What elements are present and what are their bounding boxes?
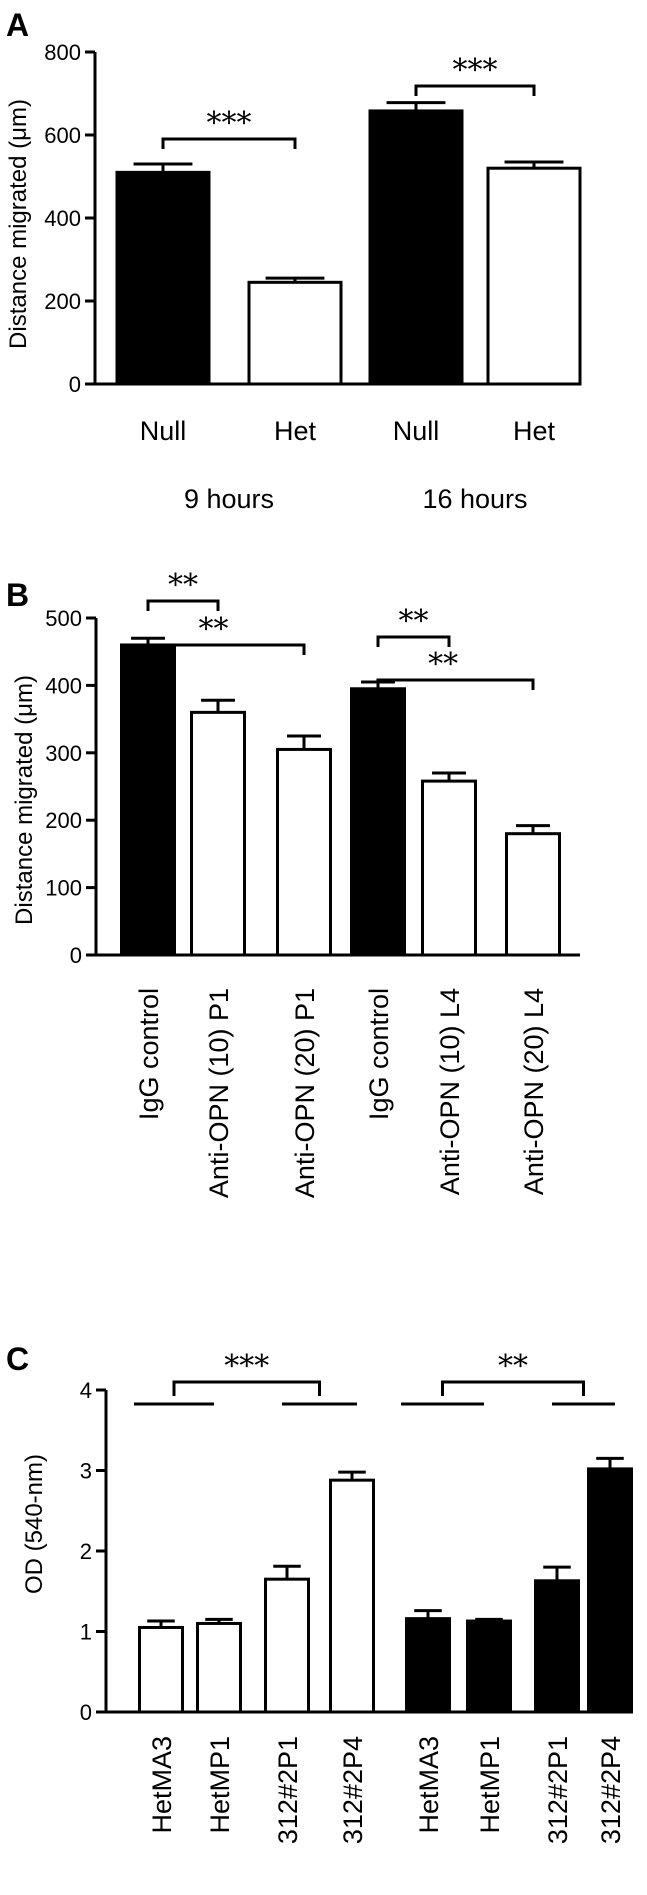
panel-b-y-axis-label: Distance migrated (μm) <box>11 675 38 925</box>
panel-c-significance-label-0: *** <box>224 1349 269 1384</box>
panel-c-bar-1 <box>196 1621 242 1714</box>
panel-b-y-tick-label-3: 300 <box>45 741 82 766</box>
panel-b-category-label-2: Anti-OPN (20) P1 <box>290 988 320 1198</box>
panel-b-category-label-0: IgG control <box>134 988 164 1120</box>
panel-a: A Distance migrated (μm) 0 200 400 600 800 Nu… <box>5 7 582 514</box>
panel-b-category-label-4: Anti-OPN (10) L4 <box>435 988 465 1195</box>
panel-b-bar-5 <box>505 832 561 957</box>
panel-b: B Distance migrated (μm) 0 100 200 300 400 50… <box>6 568 580 1198</box>
panel-a-significance-bracket-1 <box>414 84 536 96</box>
panel-c-bar-6 <box>534 1579 580 1714</box>
panel-b-bar-4 <box>421 779 477 957</box>
panel-b-significance-bracket-2 <box>376 635 451 647</box>
panel-a-significance-label-0: *** <box>207 106 252 141</box>
panel-c-category-label-3: 312#2P4 <box>338 1736 368 1844</box>
panel-letter-b: B <box>6 577 29 613</box>
panel-c: C OD (540-nm) 0 1 2 3 4 HetMA3 HetMP1 312#2P1 31… <box>6 1341 633 1844</box>
panel-c-category-label-1: HetMP1 <box>205 1736 235 1834</box>
panel-b-bar-2 <box>276 747 332 957</box>
panel-a-category-label-1: Het <box>274 416 317 446</box>
panel-a-significance-bracket-0 <box>161 137 297 149</box>
panel-c-y-tick-label-3: 3 <box>80 1459 92 1484</box>
panel-c-bar-0 <box>138 1625 184 1714</box>
panel-c-bar-7 <box>587 1467 633 1714</box>
panel-b-bar-3 <box>350 687 406 957</box>
panel-a-y-axis-label: Distance migrated (μm) <box>5 99 32 349</box>
panel-c-y-tick-label-4: 4 <box>80 1378 92 1403</box>
panel-a-bar-0 <box>115 170 211 386</box>
panel-a-bar-1 <box>247 280 343 386</box>
panel-b-y-tick-label-4: 400 <box>45 673 82 698</box>
panel-a-bar-2 <box>368 109 464 386</box>
panel-c-category-label-0: HetMA3 <box>147 1736 177 1834</box>
panel-c-significance-bracket-1 <box>441 1380 585 1396</box>
panel-b-category-label-3: IgG control <box>364 988 394 1120</box>
panel-a-y-tick-label-4: 800 <box>44 40 81 65</box>
panel-c-category-label-2: 312#2P1 <box>273 1736 303 1844</box>
panel-a-group-label-0: 9 hours <box>184 484 274 514</box>
panel-b-bar-1 <box>190 710 246 957</box>
panel-b-significance-label-3: ** <box>428 647 458 682</box>
panel-letter-c: C <box>6 1341 29 1377</box>
panel-b-y-tick-label-0: 0 <box>70 943 82 968</box>
panel-a-category-label-0: Null <box>140 416 187 446</box>
panel-a-category-label-2: Null <box>393 416 440 446</box>
panel-b-significance-bracket-3 <box>376 678 535 690</box>
panel-b-significance-bracket-1 <box>146 643 306 655</box>
panel-c-category-label-5: HetMP1 <box>475 1736 505 1834</box>
panel-c-y-tick-label-1: 1 <box>80 1620 92 1645</box>
panel-b-y-tick-label-5: 500 <box>45 606 82 631</box>
panel-b-y-tick-label-1: 100 <box>45 876 82 901</box>
panel-c-y-axis-label: OD (540-nm) <box>21 1454 48 1594</box>
panel-c-significance-label-1: ** <box>498 1349 528 1384</box>
panel-c-category-label-7: 312#2P4 <box>596 1736 626 1844</box>
panel-b-category-label-5: Anti-OPN (20) L4 <box>519 988 549 1195</box>
panel-c-bar-4 <box>405 1617 451 1714</box>
panel-c-bar-5 <box>466 1619 512 1714</box>
panel-b-bar-0 <box>120 643 176 957</box>
panel-a-y-tick-label-1: 200 <box>44 289 81 314</box>
panel-c-significance-bracket-0 <box>172 1380 321 1396</box>
panel-b-significance-label-2: ** <box>399 604 429 639</box>
panel-letter-a: A <box>6 7 29 43</box>
panel-c-y-tick-label-0: 0 <box>80 1700 92 1725</box>
panel-a-bar-3 <box>486 166 582 386</box>
panel-c-bar-3 <box>329 1478 375 1714</box>
panel-c-y-tick-label-2: 2 <box>80 1539 92 1564</box>
panel-a-group-label-1: 16 hours <box>422 484 527 514</box>
panel-a-y-tick-label-3: 600 <box>44 123 81 148</box>
panel-a-significance-label-1: *** <box>453 53 498 88</box>
panel-a-category-label-3: Het <box>513 416 556 446</box>
panel-b-y-tick-label-2: 200 <box>45 808 82 833</box>
panel-b-significance-label-1: ** <box>199 612 229 647</box>
panel-b-significance-label-0: ** <box>168 568 198 603</box>
panel-c-category-label-6: 312#2P1 <box>543 1736 573 1844</box>
panel-c-bar-2 <box>264 1577 310 1714</box>
panel-a-y-tick-label-2: 400 <box>44 206 81 231</box>
panel-b-significance-bracket-0 <box>146 599 220 611</box>
panel-a-y-tick-label-0: 0 <box>69 372 81 397</box>
panel-b-category-label-1: Anti-OPN (10) P1 <box>204 988 234 1198</box>
panel-c-category-label-4: HetMA3 <box>414 1736 444 1834</box>
